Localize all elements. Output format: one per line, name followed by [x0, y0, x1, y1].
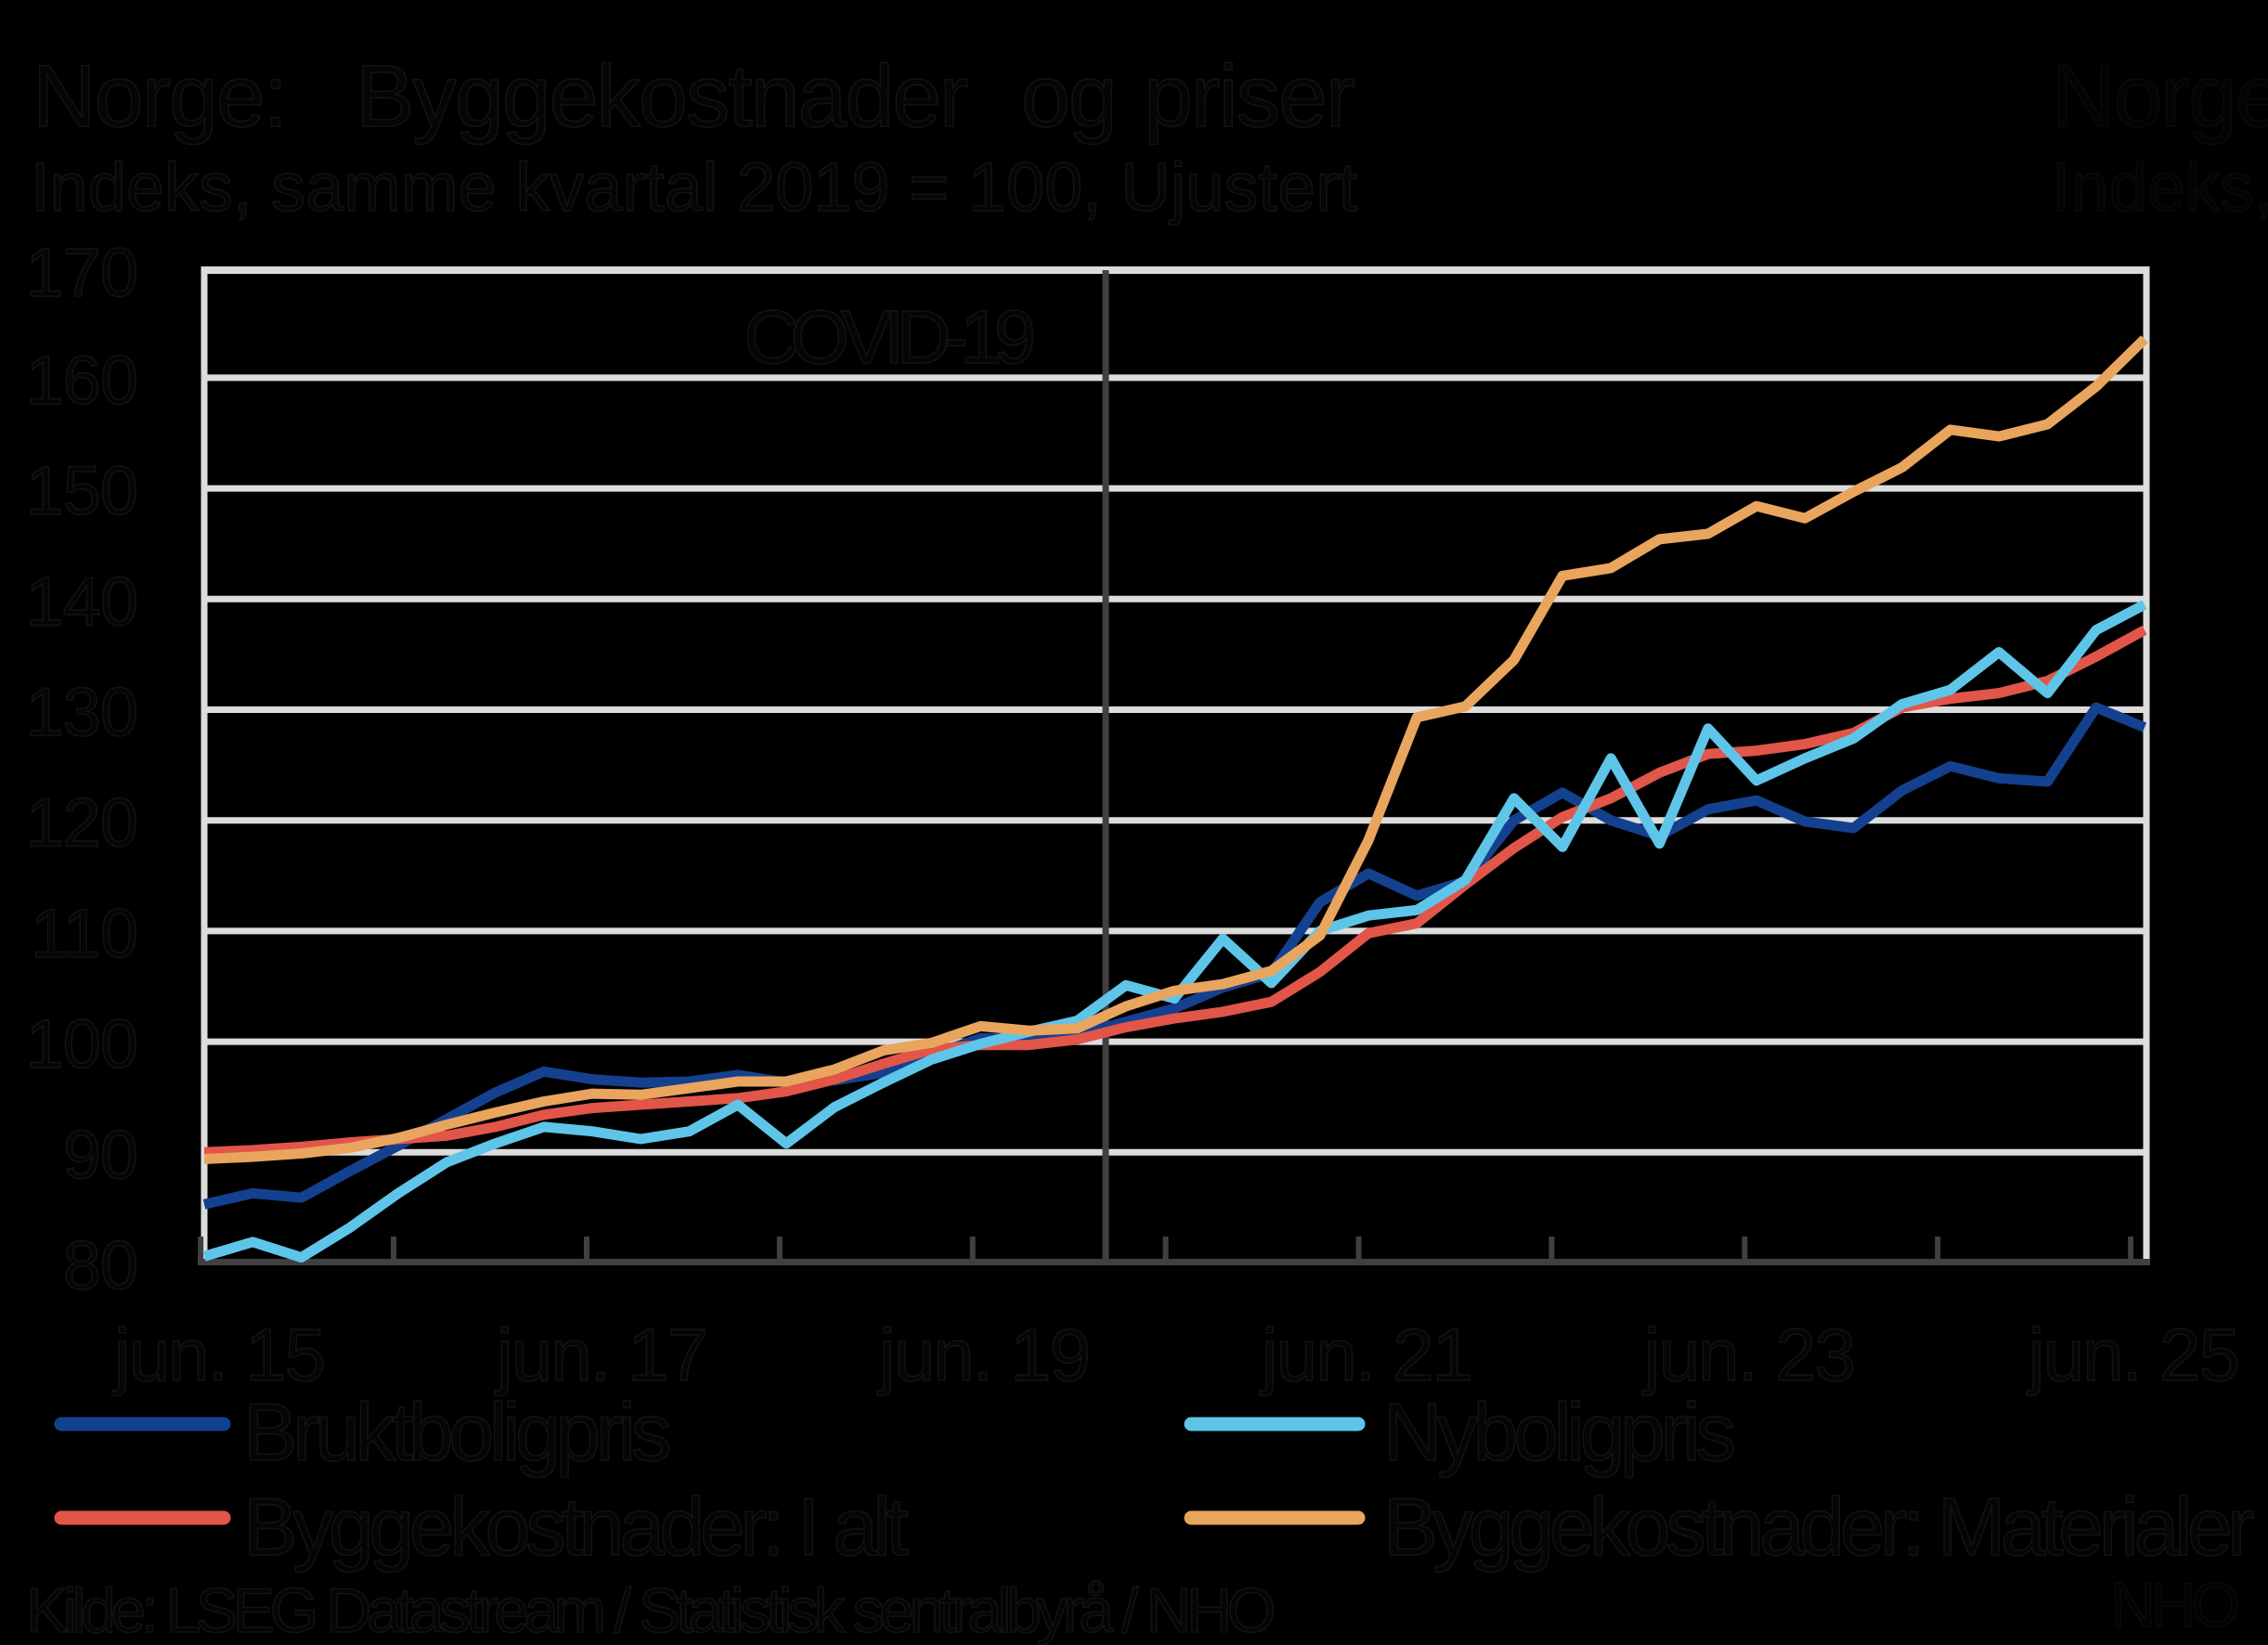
- svg-text:jun. 25: jun. 25: [2027, 1314, 2238, 1396]
- svg-text:Nyboligpris: Nyboligpris: [1383, 1386, 1733, 1478]
- svg-text:80: 80: [63, 1227, 137, 1304]
- svg-text:jun. 21: jun. 21: [1260, 1314, 1471, 1396]
- svg-text:COVID-19: COVID-19: [744, 295, 1033, 380]
- svg-text:priser: priser: [1144, 47, 1354, 146]
- svg-text:170: 170: [26, 234, 137, 311]
- svg-text:Bruktboligpris: Bruktboligpris: [243, 1386, 669, 1478]
- svg-text:Byggekostnader: Byggekostnader: [356, 47, 968, 146]
- svg-text:NHO: NHO: [2110, 1570, 2237, 1640]
- svg-text:100: 100: [26, 1005, 137, 1082]
- svg-text:90: 90: [63, 1116, 137, 1193]
- svg-text:og: og: [1021, 47, 1116, 146]
- svg-text:110: 110: [31, 895, 137, 972]
- svg-text:jun. 19: jun. 19: [877, 1314, 1089, 1396]
- svg-text:140: 140: [26, 563, 137, 640]
- svg-text:160: 160: [26, 342, 137, 419]
- svg-text:130: 130: [26, 674, 137, 751]
- svg-text:jun. 15: jun. 15: [112, 1314, 324, 1396]
- svg-text:Norge:: Norge:: [32, 47, 286, 146]
- svg-text:Indeks, samme kvartal 2019 = 1: Indeks, samme kvartal 2019 = 100, Ujuste…: [31, 149, 1358, 226]
- svg-text:Norge:: Norge:: [2052, 47, 2268, 146]
- svg-text:150: 150: [26, 452, 137, 529]
- svg-text:jun. 17: jun. 17: [495, 1314, 706, 1396]
- svg-text:120: 120: [26, 784, 137, 861]
- svg-text:jun. 23: jun. 23: [1642, 1314, 1854, 1396]
- svg-text:Kilde: LSEG Datastream / Stati: Kilde: LSEG Datastream / Statistisk sent…: [26, 1575, 1274, 1645]
- svg-text:Byggekostnader: I alt: Byggekostnader: I alt: [243, 1481, 908, 1573]
- svg-text:Indeks, samme: Indeks, samme: [2052, 149, 2268, 226]
- svg-text:Byggekostnader: Materialer: Byggekostnader: Materialer: [1383, 1481, 2253, 1573]
